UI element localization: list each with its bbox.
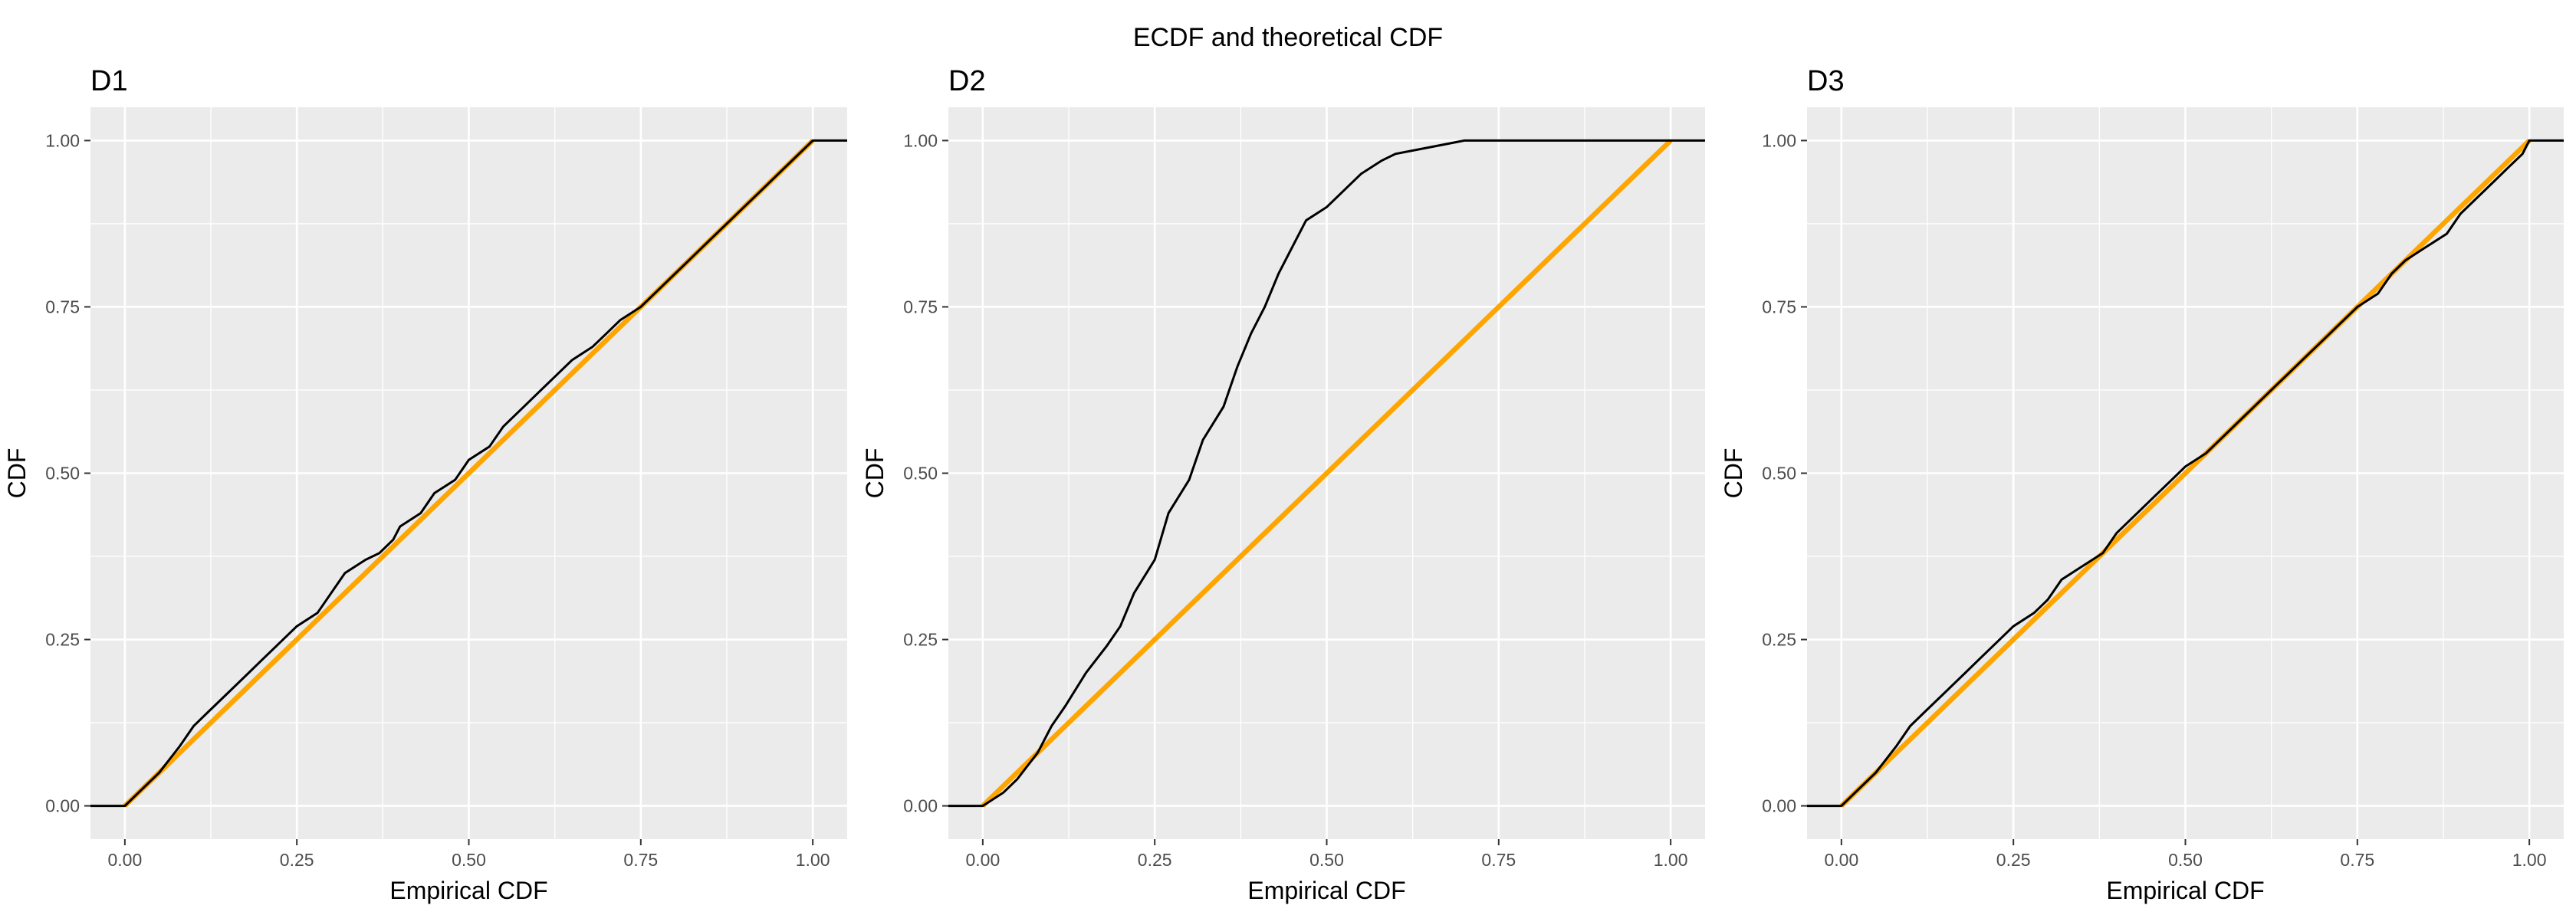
x-tick-label: 1.00	[796, 850, 830, 870]
y-tick-label: 0.75	[1762, 297, 1796, 316]
panel-d1: 0.00 0.25 0.50 0.75 1.00 0.00 0.25 0.50 0.75 1.00…	[3, 65, 847, 904]
y-axis-title: CDF	[861, 448, 889, 499]
theoretical-cdf-line	[981, 139, 1673, 808]
x-tick-label: 0.25	[1996, 850, 2031, 870]
y-tick-label: 0.50	[903, 464, 938, 484]
x-axis-title: Empirical CDF	[389, 877, 547, 904]
y-tick-label: 0.75	[903, 297, 938, 316]
x-tick-label: 0.50	[452, 850, 486, 870]
x-tick-label: 0.00	[965, 850, 1000, 870]
panel-title: D3	[1807, 65, 1845, 97]
x-tick-label: 0.75	[1481, 850, 1516, 870]
panel-d3: 0.00 0.25 0.50 0.75 1.00 0.00 0.25 0.50 0.75 1.00…	[1720, 65, 2564, 904]
y-axis-title: CDF	[1720, 448, 1747, 499]
panel-title: D2	[948, 65, 986, 97]
x-tick-label: 0.25	[1138, 850, 1172, 870]
figure-title: ECDF and theoretical CDF	[1133, 23, 1443, 52]
x-tick-label: 1.00	[2512, 850, 2547, 870]
y-tick-label: 0.00	[903, 796, 938, 816]
x-tick-label: 0.50	[2168, 850, 2203, 870]
x-tick-label: 0.25	[280, 850, 314, 870]
y-tick-label: 0.50	[1762, 464, 1796, 484]
x-tick-label: 0.75	[2340, 850, 2374, 870]
theoretical-cdf-line	[1839, 139, 2532, 808]
empirical-cdf-line	[90, 139, 847, 808]
y-tick-label: 0.00	[1762, 796, 1796, 816]
y-tick-label: 0.25	[1762, 630, 1796, 650]
y-tick-label: 0.25	[903, 630, 938, 650]
y-tick-label: 1.00	[45, 130, 80, 150]
panels: 0.00 0.25 0.50 0.75 1.00 0.00 0.25 0.50 0.75 1.00…	[3, 65, 2564, 904]
empirical-cdf-line	[948, 139, 1705, 808]
y-tick-label: 0.25	[45, 630, 80, 650]
panel-d2: 0.00 0.25 0.50 0.75 1.00 0.00 0.25 0.50 0.75 1.00…	[861, 65, 1705, 904]
x-tick-label: 0.50	[1309, 850, 1344, 870]
x-tick-label: 0.75	[623, 850, 658, 870]
x-tick-label: 1.00	[1654, 850, 1688, 870]
y-tick-label: 0.00	[45, 796, 80, 816]
y-tick-label: 1.00	[1762, 130, 1796, 150]
panel-title: D1	[90, 65, 128, 97]
empirical-cdf-line	[1807, 139, 2564, 808]
x-tick-label: 0.00	[107, 850, 142, 870]
y-axis-title: CDF	[3, 448, 31, 499]
y-tick-label: 1.00	[903, 130, 938, 150]
x-axis-title: Empirical CDF	[1247, 877, 1405, 904]
y-tick-label: 0.75	[45, 297, 80, 316]
x-axis-title: Empirical CDF	[2106, 877, 2264, 904]
y-tick-label: 0.50	[45, 464, 80, 484]
x-tick-label: 0.00	[1824, 850, 1858, 870]
